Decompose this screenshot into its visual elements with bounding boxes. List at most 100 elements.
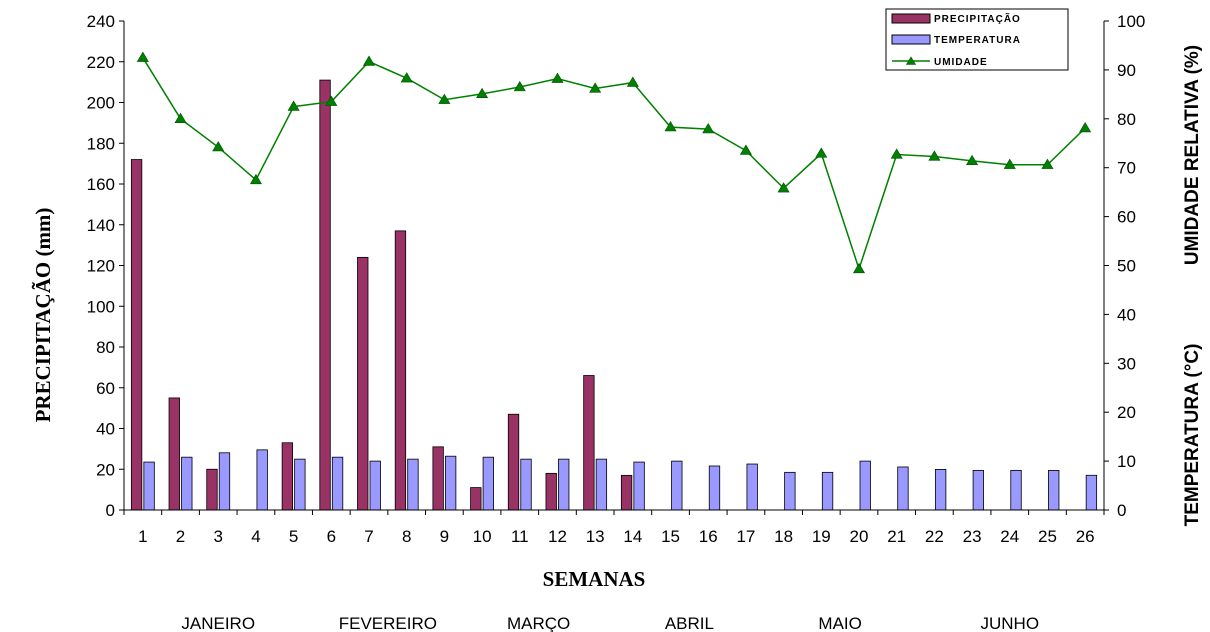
y-axis-right-title-temperature: TEMPERATURA (°C) <box>1182 344 1203 527</box>
bar-precipitacao <box>432 446 444 511</box>
umidade-marker <box>1003 158 1016 169</box>
x-tick-label: 4 <box>251 527 260 546</box>
umidade-marker <box>626 76 639 87</box>
bar-precipitacao <box>507 413 520 511</box>
legend: PRECIPITAÇÃO TEMPERATURA UMIDADE <box>885 8 1069 71</box>
umidade-marker <box>928 150 941 161</box>
bar-precipitacao <box>319 79 331 511</box>
bar-precipitacao <box>545 472 557 511</box>
y-right-tick-label: 90 <box>1117 61 1136 80</box>
bar-temperatura <box>256 449 268 511</box>
x-tick-label: 24 <box>1000 527 1019 546</box>
x-tick-label: 7 <box>364 527 373 546</box>
month-label: MARÇO <box>507 614 570 632</box>
axes-layer: 0204060801001201401601802002202400102030… <box>87 12 1146 546</box>
x-tick-label: 21 <box>887 527 906 546</box>
y-axis-right-title-humidity: UMIDADE RELATIVA (%) <box>1182 45 1203 265</box>
x-tick-label: 15 <box>661 527 680 546</box>
umidade-marker <box>890 148 903 159</box>
x-tick-label: 11 <box>511 527 529 546</box>
bar-temperatura <box>482 456 494 511</box>
x-tick-label: 9 <box>440 527 449 546</box>
bar-temperatura <box>708 465 721 511</box>
bar-temperatura <box>331 456 344 511</box>
umidade-marker <box>287 100 300 111</box>
humidity-line-layer <box>136 51 1092 274</box>
bar-temperatura <box>671 460 683 511</box>
umidade-marker <box>438 93 451 104</box>
x-tick-label: 18 <box>774 527 793 546</box>
y-left-tick-label: 160 <box>87 175 115 194</box>
umidade-marker <box>362 55 376 66</box>
y-left-tick-label: 60 <box>96 379 115 398</box>
y-left-tick-label: 200 <box>87 94 115 113</box>
y-right-tick-label: 50 <box>1117 257 1136 276</box>
y-right-tick-label: 60 <box>1117 208 1136 227</box>
x-tick-label: 20 <box>850 527 869 546</box>
umidade-marker <box>589 82 602 93</box>
x-tick-label: 1 <box>138 527 147 546</box>
x-tick-label: 13 <box>586 527 605 546</box>
bar-temperatura <box>859 460 871 511</box>
x-tick-label: 25 <box>1038 527 1057 546</box>
bar-temperatura <box>218 452 231 511</box>
umidade-marker <box>739 144 752 155</box>
x-tick-label: 6 <box>327 527 336 546</box>
bar-temperatura <box>294 458 306 511</box>
umidade-marker <box>513 80 526 92</box>
y-right-tick-label: 70 <box>1117 159 1136 178</box>
umidade-marker <box>777 182 790 193</box>
x-tick-label: 5 <box>289 527 298 546</box>
umidade-marker <box>1041 158 1054 169</box>
legend-marker-umidade <box>905 56 917 65</box>
bars-layer <box>130 79 1098 511</box>
bar-temperatura <box>821 471 834 511</box>
y-left-tick-label: 100 <box>87 297 115 316</box>
x-tick-label: 14 <box>623 527 642 546</box>
legend-swatch-temperatura <box>891 34 931 45</box>
y-right-tick-label: 20 <box>1117 403 1136 422</box>
umidade-marker <box>400 72 413 83</box>
umidade-line <box>142 57 1086 272</box>
bar-temperatura <box>143 461 155 511</box>
umidade-marker <box>136 51 149 62</box>
bar-precipitacao <box>206 468 218 511</box>
umidade-marker <box>212 141 225 152</box>
y-right-tick-label: 40 <box>1117 305 1136 324</box>
bar-temperatura <box>407 458 419 511</box>
y-right-tick-label: 30 <box>1117 354 1136 373</box>
legend-label-precipitacao: PRECIPITAÇÃO <box>934 12 1021 25</box>
x-tick-label: 2 <box>176 527 185 546</box>
y-left-tick-label: 240 <box>87 12 115 31</box>
x-tick-label: 17 <box>736 527 755 546</box>
x-tick-label: 10 <box>473 527 492 546</box>
bar-temperatura <box>444 455 457 511</box>
umidade-marker <box>249 173 262 185</box>
month-label: MAIO <box>818 614 861 632</box>
x-tick-label: 23 <box>963 527 982 546</box>
bar-temperatura <box>595 458 608 511</box>
y-left-tick-label: 120 <box>87 257 115 276</box>
x-axis-title: SEMANAS <box>543 567 646 591</box>
bar-temperatura <box>934 469 947 511</box>
months-row: JANEIRO FEVEREIRO MARÇO ABRIL MAIO JUNHO <box>181 614 1039 632</box>
bar-precipitacao <box>583 375 595 511</box>
bar-temperatura <box>520 458 532 511</box>
month-label: JUNHO <box>980 614 1039 632</box>
y-axis-left-title: PRECIPITAÇÃO (mm) <box>31 208 55 423</box>
umidade-marker <box>325 95 338 106</box>
bar-temperatura <box>633 461 645 511</box>
umidade-marker <box>551 72 564 83</box>
bar-temperatura <box>1048 469 1060 511</box>
y-left-tick-label: 40 <box>96 420 115 439</box>
bar-precipitacao <box>130 159 143 511</box>
x-tick-label: 22 <box>925 527 944 546</box>
y-left-tick-label: 140 <box>87 216 115 235</box>
legend-label-umidade: UMIDADE <box>934 57 988 68</box>
umidade-marker <box>852 262 866 274</box>
y-right-tick-label: 80 <box>1117 110 1136 129</box>
legend-label-temperatura: TEMPERATURA <box>934 35 1021 46</box>
y-left-tick-label: 220 <box>87 53 115 72</box>
month-label: JANEIRO <box>181 614 255 632</box>
